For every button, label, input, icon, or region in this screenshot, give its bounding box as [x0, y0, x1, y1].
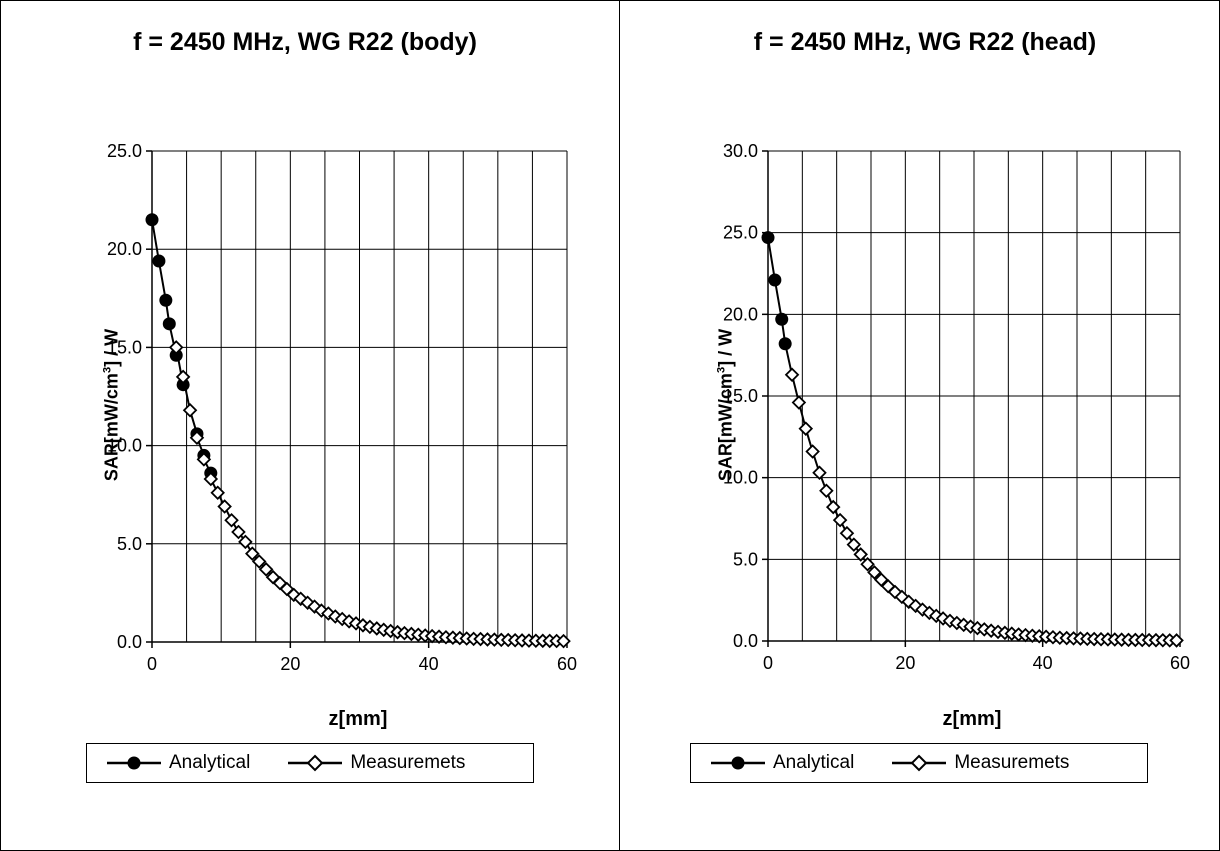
y-tick-label: 30.0 [723, 141, 758, 161]
x-tick-label: 0 [147, 654, 157, 674]
open-diamond-marker-icon [288, 754, 343, 772]
y-tick-label: 5.0 [117, 534, 142, 554]
legend-item-measuremets: Measuremets [890, 752, 1069, 774]
series-line [151, 219, 564, 643]
legend-item-analytical: Analytical [709, 752, 854, 774]
x-tick-label: 40 [419, 654, 439, 674]
y-axis-label-tail: ] / W [715, 328, 736, 367]
measurement-point [812, 465, 827, 481]
plot-area: 0.0 5.0 10.0 15.0 20.0 25.0 30.0 0 20 40 60 [723, 141, 1190, 673]
measurement-point [860, 556, 875, 572]
legend-label: Measuremets [350, 752, 466, 773]
y-axis-label: SAR[mW/cm3] / W [716, 329, 737, 481]
measurement-point [196, 452, 212, 467]
measurement-point [189, 430, 205, 446]
y-tick-label: 15.0 [107, 337, 142, 357]
panel-divider [619, 0, 620, 851]
measurement-point [210, 485, 225, 501]
y-tick-label: 10.0 [107, 436, 142, 456]
x-tick-label: 20 [895, 653, 915, 673]
analytical-point [176, 378, 190, 392]
x-axis-label: z[mm] [328, 708, 388, 730]
measurement-point [251, 554, 267, 569]
legend-label: Analytical [773, 752, 855, 773]
analytical-point [159, 293, 173, 307]
measurement-point [853, 547, 868, 562]
chart-title: f = 2450 MHz, WG R22 (body) [133, 28, 477, 56]
measurement-point [217, 499, 232, 514]
measurement-point [245, 546, 260, 561]
analytical-point [761, 231, 775, 245]
y-axis-label-main: SAR[mW/cm [101, 373, 122, 482]
legend: Analytical Measuremets [690, 743, 1148, 783]
chart-panel-body: f = 2450 MHz, WG R22 (body) 0.0 5.0 10.0 15… [86, 28, 577, 783]
measurement-point [1169, 633, 1184, 648]
measurement-point [238, 534, 253, 550]
y-tick-label: 5.0 [733, 549, 758, 569]
legend-label: Measuremets [954, 752, 1070, 773]
analytical-point [145, 213, 159, 227]
measurement-point [832, 512, 848, 528]
y-tick-label: 15.0 [723, 386, 758, 406]
y-tick-label: 0.0 [733, 631, 758, 651]
analytical-point [162, 317, 176, 331]
measurement-point [224, 512, 239, 528]
measurement-point [805, 444, 820, 459]
measurement-point [182, 402, 198, 418]
measurement-point [825, 499, 841, 515]
legend-label: Analytical [169, 752, 251, 773]
measurement-point [846, 537, 862, 552]
measurement-point [784, 367, 800, 383]
y-axis-label-sup: 3 [715, 366, 728, 374]
y-tick-label: 10.0 [723, 468, 758, 488]
y-tick-label: 20.0 [723, 304, 758, 324]
measurement-point [819, 483, 834, 499]
analytical-point [152, 254, 166, 268]
y-axis-label-sup: 3 [101, 366, 114, 374]
legend-item-measuremets: Measuremets [286, 752, 465, 774]
x-tick-label: 0 [763, 653, 773, 673]
y-axis-label: SAR[mW/cm3] / W [102, 329, 123, 481]
x-tick-label: 60 [557, 654, 577, 674]
legend-item-analytical: Analytical [105, 752, 250, 774]
analytical-point [169, 348, 183, 362]
filled-circle-marker-icon [711, 756, 765, 770]
y-tick-label: 25.0 [107, 141, 142, 161]
y-axis-label-main: SAR[mW/cm [715, 373, 736, 482]
series-line [767, 237, 1177, 642]
measurement-point [203, 471, 219, 487]
chart-title: f = 2450 MHz, WG R22 (head) [753, 28, 1097, 56]
x-tick-label: 40 [1033, 653, 1053, 673]
analytical-point [778, 337, 792, 351]
x-tick-label: 20 [280, 654, 300, 674]
measurement-point [839, 525, 855, 541]
y-tick-label: 20.0 [107, 239, 142, 259]
legend: Analytical Measuremets [86, 743, 534, 783]
plot-area: 0.0 5.0 10.0 15.0 20.0 25.0 0 20 40 60 [107, 141, 577, 674]
measurement-point [231, 524, 246, 540]
measurement-point [867, 565, 882, 580]
measurement-point [168, 340, 184, 355]
measurement-point [556, 633, 571, 649]
measurement-point [175, 369, 191, 385]
y-axis-label-tail: ] / W [101, 328, 122, 367]
measurement-point [874, 572, 889, 588]
y-tick-label: 25.0 [723, 223, 758, 243]
x-axis-label: z[mm] [942, 708, 1002, 730]
y-tick-label: 0.0 [117, 632, 142, 652]
analytical-point [775, 312, 789, 326]
measurement-point [791, 395, 807, 410]
x-tick-label: 60 [1170, 653, 1190, 673]
filled-circle-marker-icon [107, 756, 161, 770]
measurement-point [798, 421, 814, 436]
analytical-point [768, 273, 782, 287]
chart-panel-head: f = 2450 MHz, WG R22 (head) 0.0 5.0 10.0 15… [620, 0, 1220, 851]
open-diamond-marker-icon [892, 754, 947, 772]
measurement-point [258, 562, 274, 577]
